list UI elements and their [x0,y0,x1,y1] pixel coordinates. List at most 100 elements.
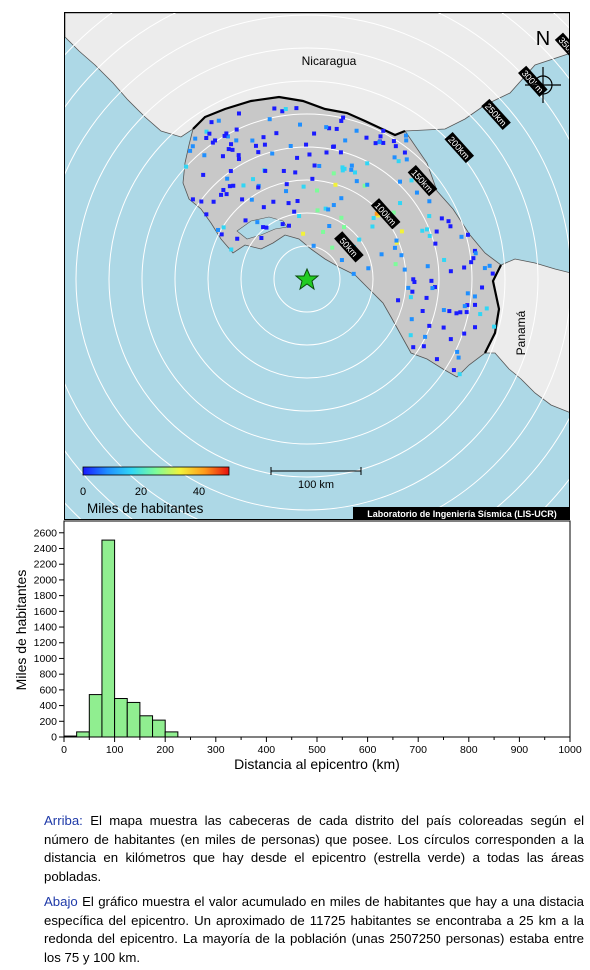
district-point [462,304,467,309]
district-point [286,201,291,206]
colorbar-tick: 40 [193,486,205,498]
district-point [263,168,268,173]
district-point [490,271,495,276]
district-point [236,153,241,158]
district-point [283,107,288,112]
district-point [236,157,241,162]
x-tick-label: 600 [359,744,377,756]
district-point [454,311,459,316]
district-point [427,233,432,238]
compass-icon: N [525,28,561,103]
district-point [264,225,269,230]
district-point [301,184,306,189]
district-point [207,131,212,136]
district-point [397,179,402,184]
district-point [469,260,474,265]
district-point [429,278,434,283]
district-point [473,302,478,307]
district-point [281,168,286,173]
district-point [423,334,428,339]
colorbar-tick: 20 [135,486,147,498]
district-point [411,345,416,350]
district-point [286,223,291,228]
district-point [442,257,447,262]
district-point [379,252,384,257]
district-point [381,128,386,133]
district-point [351,271,356,276]
district-point [229,247,234,252]
y-tick-label: 2200 [34,559,58,571]
district-point [471,256,476,261]
district-point [331,144,336,149]
y-axis: 0 200 400 600 800 1000 1200 1400 1600 1800 2000 220… [34,527,64,744]
x-tick-label: 500 [308,744,326,756]
district-point [298,122,303,127]
caption-bottom-text: El gráfico muestra el valor acumulado en… [44,894,584,965]
district-point [427,214,432,219]
district-point [482,266,487,271]
histogram-bar [88,694,103,738]
district-point [396,159,401,164]
district-point [458,310,463,315]
district-point [414,190,419,195]
x-tick-label: 800 [460,744,478,756]
district-point [241,183,246,188]
district-point [430,286,435,291]
district-point [236,111,241,116]
district-point [374,211,379,216]
district-point [234,127,239,132]
district-point [225,134,230,139]
district-point [284,189,289,194]
district-point [339,258,344,263]
histogram-bar [139,715,154,738]
district-point [293,170,298,175]
district-point [199,199,204,204]
district-point [226,147,231,152]
district-point [222,133,227,138]
district-point [280,109,285,114]
district-point [225,176,230,181]
district-point [349,163,354,168]
district-point [404,138,409,143]
district-point [272,106,277,111]
distance-ring [141,113,473,445]
y-tick-label: 800 [39,669,57,681]
district-point [410,289,415,294]
north-label: N [536,28,550,50]
caption-bottom: Abajo El gráfico muestra el valor acumul… [44,893,584,967]
district-point [408,295,413,300]
district-point [408,333,413,338]
district-point [295,199,300,204]
district-point [220,154,225,159]
district-point [324,150,329,155]
district-point [409,178,414,183]
district-point [439,216,444,221]
district-point [448,224,453,229]
x-tick-label: 700 [409,744,427,756]
district-point [326,207,331,212]
district-point [297,214,302,219]
histogram-bar [76,731,90,738]
distance-rings [65,13,569,519]
caption-top-text: El mapa muestra las cabeceras de cada di… [44,813,584,884]
district-point [394,238,399,243]
district-point [378,134,383,139]
district-point [392,155,397,160]
district-point [204,135,209,140]
district-point [343,138,348,143]
district-point [403,133,408,138]
district-point [330,245,335,250]
district-point [229,142,234,147]
panama-border [484,264,502,354]
district-point [421,344,426,349]
x-tick-label: 400 [258,744,276,756]
district-point [404,157,409,162]
district-point [274,131,279,136]
district-point [211,199,216,204]
district-point [364,135,369,140]
scale-label: 100 km [298,479,334,491]
district-point [228,169,233,174]
district-point [230,147,235,152]
district-point [292,209,297,214]
histogram-bar [126,701,141,738]
